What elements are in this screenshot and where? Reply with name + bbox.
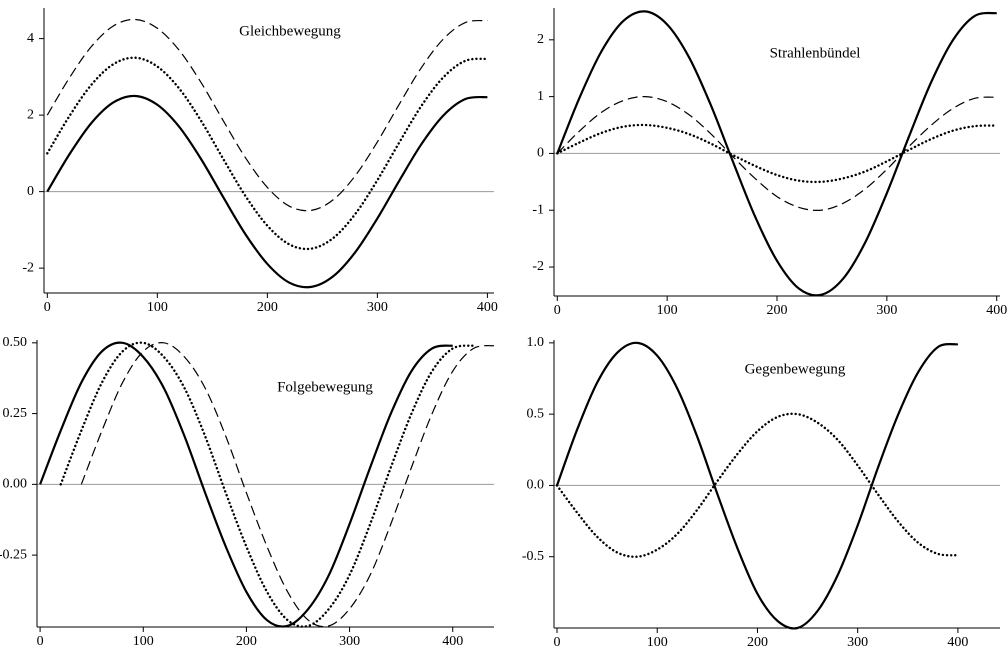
- x-tick-label: 100: [657, 303, 678, 318]
- x-tick-label: 0: [554, 303, 561, 318]
- x-tick-label: 0: [37, 634, 44, 649]
- y-tick-label: 0: [27, 184, 34, 199]
- y-tick-label: 1: [537, 89, 544, 104]
- y-tick-label: -0.25: [0, 547, 27, 562]
- y-tick-label: 0: [537, 146, 544, 161]
- y-tick-label: -2: [532, 259, 544, 274]
- chart-title: Gegenbewegung: [745, 361, 846, 377]
- x-tick-label: 100: [133, 634, 154, 649]
- y-tick-label: 1.0: [527, 335, 545, 350]
- chart-title: Gleichbewegung: [239, 23, 341, 39]
- y-tick-label: 0.50: [3, 335, 28, 350]
- x-tick-label: 0: [554, 635, 561, 650]
- x-tick-label: 300: [367, 300, 388, 315]
- data-line: [556, 96, 997, 211]
- data-line: [59, 341, 475, 628]
- y-tick-label: 2: [537, 32, 544, 47]
- x-tick-label: 100: [147, 300, 168, 315]
- y-tick-label: -2: [22, 260, 34, 275]
- y-tick-label: 2: [27, 107, 34, 122]
- data-line: [556, 10, 997, 297]
- x-tick-label: 400: [947, 635, 968, 650]
- x-tick-label: 400: [477, 300, 498, 315]
- x-tick-label: 300: [847, 635, 868, 650]
- data-line: [80, 342, 495, 628]
- x-tick-label: 300: [876, 303, 897, 318]
- y-tick-label: 0.5: [527, 406, 545, 421]
- data-line: [556, 123, 998, 184]
- data-line: [555, 341, 959, 630]
- x-tick-label: 0: [44, 300, 51, 315]
- data-line: [39, 341, 453, 628]
- y-tick-label: -1: [532, 202, 544, 217]
- x-tick-label: 400: [442, 634, 463, 649]
- x-tick-label: 200: [236, 634, 257, 649]
- data-line: [46, 94, 488, 289]
- y-tick-label: 0.0: [527, 478, 545, 493]
- data-line: [46, 56, 489, 251]
- x-tick-label: 300: [339, 634, 360, 649]
- x-tick-label: 200: [767, 303, 788, 318]
- x-tick-label: 200: [257, 300, 278, 315]
- y-tick-label: -0.5: [522, 549, 544, 564]
- x-tick-label: 400: [986, 303, 1007, 318]
- x-tick-label: 200: [747, 635, 768, 650]
- y-tick-label: 0.00: [3, 477, 28, 492]
- y-tick-label: 4: [27, 31, 34, 46]
- data-line: [46, 18, 488, 212]
- x-tick-label: 100: [647, 635, 668, 650]
- y-tick-label: 0.25: [3, 406, 28, 421]
- chart-title: Strahlenbündel: [770, 45, 861, 61]
- chart-title: Folgebewegung: [277, 379, 373, 395]
